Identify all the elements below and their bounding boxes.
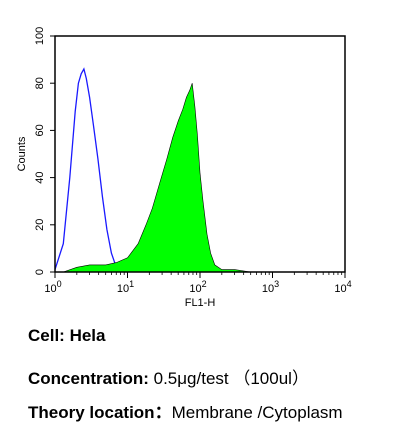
- y-tick-label: 20: [34, 219, 46, 231]
- plot-area: [54, 67, 345, 273]
- x-tick-label: 102: [189, 279, 206, 295]
- y-tick-label: 60: [34, 124, 46, 136]
- histogram-series-0: [54, 67, 125, 273]
- x-tick-label: 104: [334, 279, 351, 295]
- theory-location-line: Theory location：Membrane /Cytoplasm: [28, 398, 343, 423]
- cell-value: Hela: [69, 326, 106, 345]
- theory-location-key: Theory location：: [28, 403, 172, 422]
- x-tick-label: 101: [117, 279, 134, 295]
- x-tick-label: 103: [262, 279, 279, 295]
- theory-location-value: Membrane /Cytoplasm: [171, 403, 343, 422]
- y-tick-label: 0: [34, 269, 46, 275]
- concentration-line: Concentration: 0.5μg/test （100ul）: [28, 364, 309, 389]
- cell-line: Cell: Hela: [28, 326, 106, 346]
- y-tick-label: 40: [34, 171, 46, 183]
- y-axis-label: Counts: [16, 136, 28, 171]
- x-axis-label: FL1-H: [185, 297, 216, 309]
- flow-histogram-chart: 0 20 40 60 80 100 100 101 102 103 104 FL1-H Counts: [16, 27, 352, 309]
- x-tick-label: 100: [44, 279, 61, 295]
- y-tick-label: 80: [34, 77, 46, 89]
- concentration-key: Concentration:: [28, 369, 149, 388]
- concentration-value: 0.5μg/test （100ul）: [148, 369, 309, 388]
- histogram-series-1: [63, 83, 345, 273]
- cell-key: Cell:: [28, 326, 65, 345]
- y-tick-label: 100: [34, 27, 46, 45]
